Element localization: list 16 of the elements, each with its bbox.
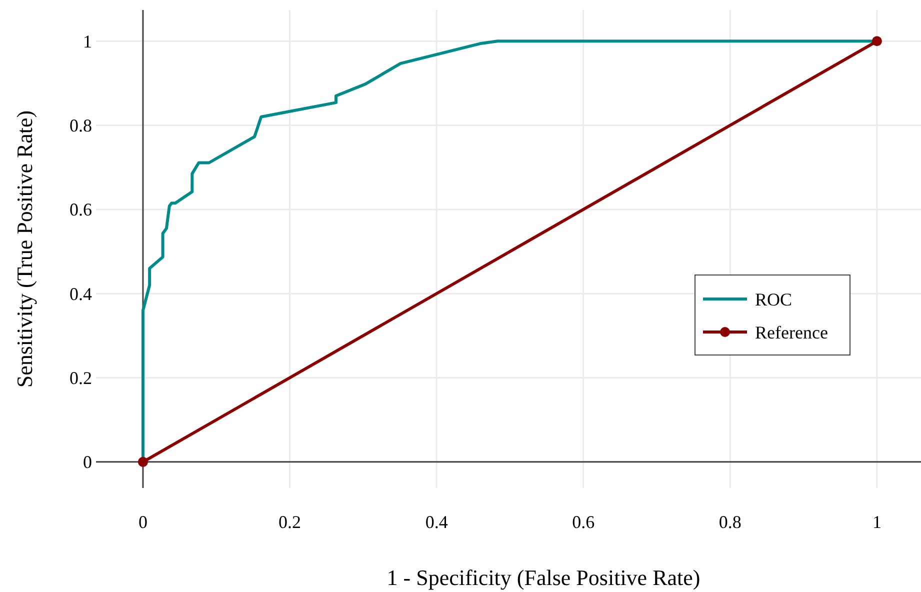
y-axis-title: Sensitivity (True Positive Rate)	[12, 110, 37, 388]
x-tick-label: 0.4	[425, 512, 448, 532]
x-axis-title: 1 - Specificity (False Positive Rate)	[386, 565, 700, 590]
x-tick-label: 0.2	[278, 512, 302, 532]
legend-label: ROC	[755, 289, 792, 310]
y-tick-label: 0	[83, 452, 92, 472]
y-tick-label: 0.4	[70, 284, 92, 304]
y-tick-label: 1	[83, 31, 92, 52]
y-tick-label: 0.2	[70, 368, 92, 388]
x-tick-label: 1	[872, 512, 882, 532]
y-tick-label: 0.8	[70, 116, 92, 136]
legend-label: Reference	[755, 322, 828, 342]
y-tick-label: 0.6	[70, 200, 92, 220]
x-tick-label: 0	[138, 512, 148, 532]
x-tick-label: 0.6	[572, 512, 595, 532]
x-tick-label: 0.8	[718, 512, 742, 532]
